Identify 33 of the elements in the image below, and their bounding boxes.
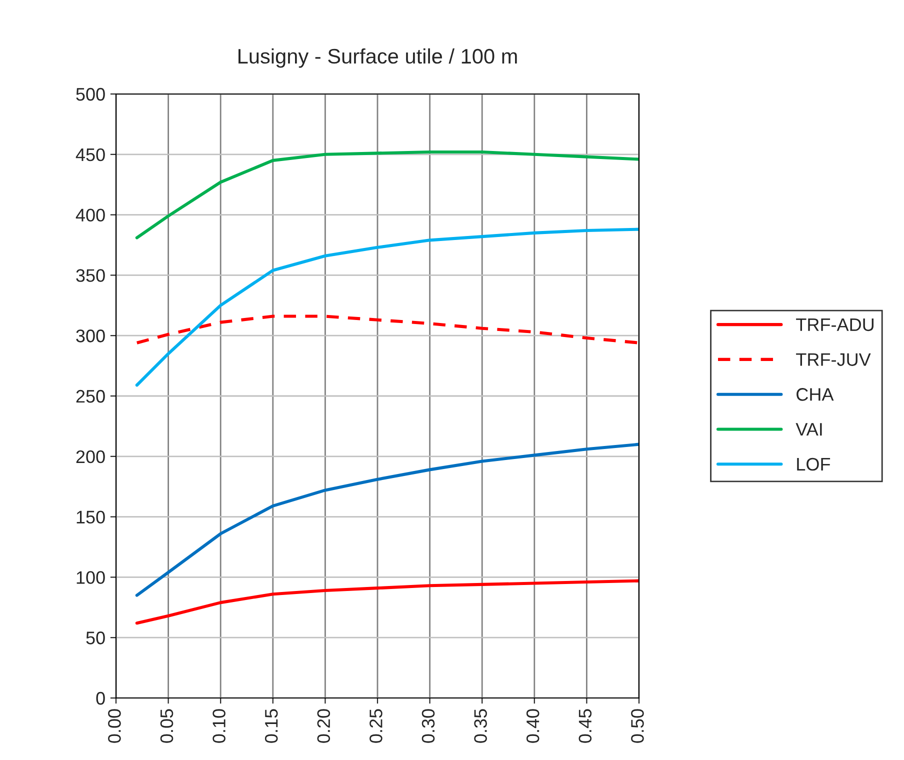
legend-label: CHA [796,388,834,401]
legend-label: LOF [797,458,830,471]
x-tick-label: 0.45 [578,709,592,743]
y-tick-label: 200 [76,450,105,464]
y-tick-label: 400 [76,208,105,222]
x-tick-label: 0.40 [526,709,540,743]
chart-title: Lusigny - Surface utile / 100 m [238,48,517,68]
x-tick-label: 0.50 [631,709,644,743]
y-tick-label: 350 [76,269,105,282]
x-tick-label: 0.15 [264,709,278,743]
y-tick-label: 300 [76,330,105,342]
y-tick-label: 0 [96,692,105,705]
line-series [135,150,639,240]
y-tick-label: 50 [86,632,105,644]
x-tick-label: 0.30 [422,709,435,743]
y-tick-label: 250 [76,390,105,403]
line-series [135,442,639,597]
x-tick-label: 0.05 [160,709,174,743]
x-tick-label: 0.35 [474,709,487,743]
legend-label: TRF-ADU [796,318,874,332]
y-tick-label: 500 [76,88,105,101]
x-tick-label: 0.10 [212,709,226,743]
x-tick-label: 0.20 [317,709,330,743]
x-tick-label: 0.00 [108,709,121,743]
line-series [135,579,639,625]
legend-label: TRF-JUV [796,353,871,366]
line-series [135,314,639,344]
y-tick-label: 100 [76,571,105,584]
x-tick-label: 0.25 [370,709,382,743]
legend-label: VAI [796,423,822,436]
line-series [135,228,639,387]
y-tick-label: 450 [76,148,105,162]
y-tick-label: 150 [76,510,105,524]
